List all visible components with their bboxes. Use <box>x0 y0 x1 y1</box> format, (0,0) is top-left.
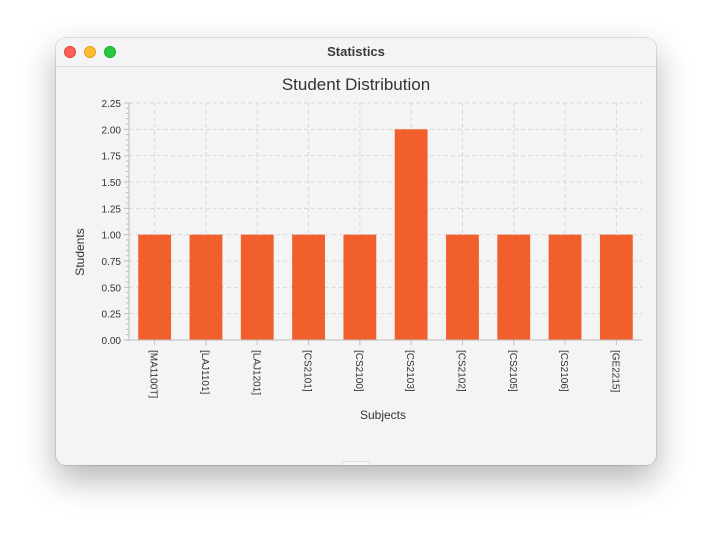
bar-cs2102[interactable] <box>446 234 479 340</box>
x-tick-label: [CS2101] <box>302 350 313 392</box>
bar-chart: Student Distribution 0.00 0.25 0.50 0.75 1.0… <box>56 67 656 465</box>
y-tick-label: 0.00 <box>102 336 122 347</box>
bar-cs2100[interactable] <box>343 234 377 340</box>
chart-legend <box>342 461 370 465</box>
maximize-window-button[interactable] <box>104 46 116 58</box>
chart-bars <box>138 129 633 340</box>
bar-cs2101[interactable] <box>292 234 325 340</box>
x-tick-label: [CS2103] <box>404 350 415 392</box>
bar-laj1201[interactable] <box>240 234 274 340</box>
y-axis-label: Students <box>73 228 87 275</box>
statistics-window: Statistics Student Distribution 0.00 0.25… <box>56 38 656 465</box>
x-axis-label: Subjects <box>360 408 406 422</box>
bar-ge2215[interactable] <box>599 234 633 340</box>
bar-cs2105[interactable] <box>497 234 531 340</box>
x-tick-label: [MA1100T] <box>148 350 159 398</box>
x-tick-label: [CS2100] <box>353 350 364 392</box>
y-axis: 0.00 0.25 0.50 0.75 1.00 1.25 1.50 1.75 2.00 2.25 <box>102 99 130 347</box>
x-tick-label: [CS2105] <box>507 350 518 392</box>
y-tick-label: 1.50 <box>102 178 122 189</box>
y-tick-label: 1.25 <box>102 204 122 215</box>
y-tick-label: 0.50 <box>102 283 122 294</box>
window-title: Statistics <box>327 44 385 59</box>
minimize-window-button[interactable] <box>84 46 96 58</box>
y-tick-label: 2.25 <box>102 99 122 110</box>
x-tick-label: [LAJ1201] <box>250 350 261 395</box>
x-axis: [MA1100T] [LAJ1101] [LAJ1201] [CS2101] [CS21… <box>129 339 642 398</box>
bar-cs2103[interactable] <box>394 129 428 340</box>
title-bar: Statistics <box>56 38 656 67</box>
bar-chart-svg: Student Distribution 0.00 0.25 0.50 0.75 1.0… <box>73 75 642 422</box>
x-tick-label: [LAJ1101] <box>199 350 210 395</box>
bar-laj1101[interactable] <box>189 234 223 340</box>
bar-cs2106[interactable] <box>548 234 582 340</box>
y-tick-label: 0.25 <box>102 310 122 321</box>
y-tick-label: 0.75 <box>102 257 122 268</box>
x-tick-label: [GE2215] <box>609 350 620 392</box>
bar-ma1100t[interactable] <box>138 234 172 340</box>
y-tick-label: 1.75 <box>102 152 122 163</box>
y-tick-label: 2.00 <box>102 125 122 136</box>
y-tick-label: 1.00 <box>102 231 122 242</box>
chart-title: Student Distribution <box>282 75 430 94</box>
close-window-button[interactable] <box>64 46 76 58</box>
x-tick-label: [CS2102] <box>455 350 466 392</box>
x-tick-label: [CS2106] <box>558 350 569 392</box>
